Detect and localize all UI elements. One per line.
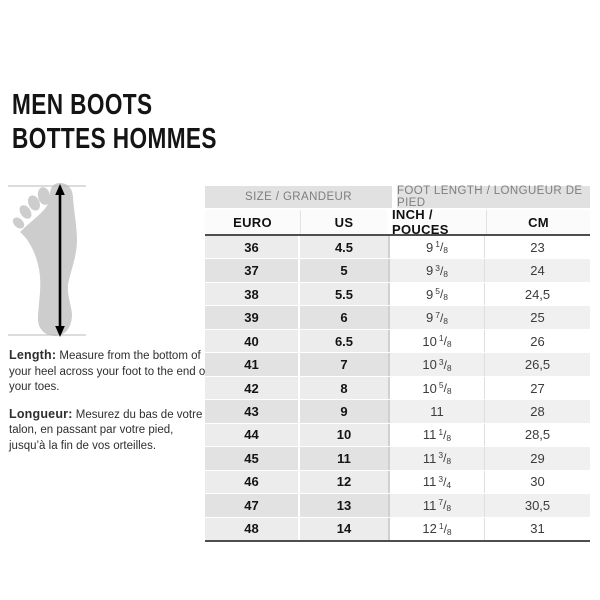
column-header-us: US <box>301 210 392 234</box>
group-header-row: SIZE / GRANDEUR FOOT LENGTH / LONGUEUR D… <box>205 185 590 209</box>
cm-cell: 26 <box>485 329 590 353</box>
euro-cell: 41 <box>205 353 300 376</box>
size-chart-table: SIZE / GRANDEUR FOOT LENGTH / LONGUEUR D… <box>205 185 590 542</box>
inch-cell: 11 3/4 <box>390 470 485 494</box>
longueur-label: Longueur: <box>9 406 73 421</box>
foot-diagram-svg <box>8 183 86 337</box>
table-row: 36 4.5 9 1/8 23 <box>205 236 590 260</box>
toe-3 <box>28 195 40 211</box>
cm-cell: 25 <box>485 306 590 329</box>
inch-cell: 11 <box>390 400 485 423</box>
us-cell: 5 <box>300 259 390 282</box>
table-row: 46 12 11 3/4 30 <box>205 470 590 495</box>
inch-cell: 9 3/8 <box>390 259 485 282</box>
euro-cell: 38 <box>205 282 300 306</box>
inch-cell: 12 1/8 <box>390 517 485 541</box>
column-header-row: EURO US INCH / POUCES CM <box>205 207 590 237</box>
inch-cell: 9 7/8 <box>390 306 485 329</box>
inch-cell: 10 3/8 <box>390 353 485 376</box>
euro-cell: 36 <box>205 236 300 259</box>
cm-cell: 28,5 <box>485 423 590 447</box>
cm-cell: 30,5 <box>485 494 590 517</box>
table-row: 41 7 10 3/8 26,5 <box>205 353 590 377</box>
euro-cell: 42 <box>205 376 300 400</box>
euro-cell: 40 <box>205 329 300 353</box>
euro-cell: 43 <box>205 400 300 423</box>
measuring-instructions: Length: Measure from the bottom of your … <box>9 348 209 465</box>
measure-arrow-icon <box>55 184 65 337</box>
length-text: Measure from the bottom of your heel acr… <box>9 350 209 393</box>
euro-cell: 47 <box>205 494 300 517</box>
table-row: 43 9 11 28 <box>205 400 590 424</box>
cm-cell: 28 <box>485 400 590 423</box>
us-cell: 7 <box>300 353 390 376</box>
toe-4 <box>19 205 32 219</box>
column-header-euro: EURO <box>205 210 301 234</box>
cm-cell: 31 <box>485 517 590 541</box>
page-title-line2: BOTTES HOMMES <box>12 123 217 155</box>
inch-cell: 11 3/8 <box>390 447 485 470</box>
euro-cell: 45 <box>205 447 300 470</box>
toe-5 <box>12 217 25 229</box>
foot-silhouette <box>20 183 77 336</box>
cm-cell: 26,5 <box>485 353 590 376</box>
us-cell: 9 <box>300 400 390 423</box>
cm-cell: 30 <box>485 470 590 494</box>
us-cell: 14 <box>300 517 390 541</box>
table-row: 45 11 11 3/8 29 <box>205 447 590 471</box>
table-row: 40 6.5 10 1/8 26 <box>205 329 590 354</box>
inch-cell: 11 1/8 <box>390 423 485 447</box>
inch-cell: 10 1/8 <box>390 329 485 353</box>
table-row: 39 6 9 7/8 25 <box>205 306 590 330</box>
column-header-cm: CM <box>528 214 549 230</box>
euro-cell: 39 <box>205 306 300 329</box>
us-cell: 10 <box>300 423 390 447</box>
cm-cell: 29 <box>485 447 590 470</box>
us-cell: 13 <box>300 494 390 517</box>
us-cell: 5.5 <box>300 282 390 306</box>
euro-cell: 48 <box>205 517 300 541</box>
table-row: 48 14 12 1/8 31 <box>205 517 590 541</box>
euro-cell: 46 <box>205 470 300 494</box>
column-header-inch: INCH / POUCES <box>392 207 487 237</box>
table-row: 47 13 11 7/8 30,5 <box>205 494 590 518</box>
page-title: MEN BOOTS BOTTES HOMMES <box>12 88 217 156</box>
euro-cell: 37 <box>205 259 300 282</box>
toe-2 <box>37 187 51 205</box>
us-cell: 11 <box>300 447 390 470</box>
longueur-instruction: Longueur: Mesurez du bas de votre talon,… <box>9 407 209 455</box>
us-cell: 6 <box>300 306 390 329</box>
page-title-line1: MEN BOOTS <box>12 89 153 121</box>
us-cell: 4.5 <box>300 236 390 259</box>
cm-cell: 24 <box>485 259 590 282</box>
table-row: 38 5.5 9 5/8 24,5 <box>205 282 590 307</box>
bottom-rule <box>205 540 590 542</box>
cm-cell: 24,5 <box>485 282 590 306</box>
table-row: 44 10 11 1/8 28,5 <box>205 423 590 448</box>
inch-cell: 9 1/8 <box>390 236 485 259</box>
us-cell: 6.5 <box>300 329 390 353</box>
length-instruction: Length: Measure from the bottom of your … <box>9 348 209 396</box>
group-header-size: SIZE / GRANDEUR <box>205 186 392 208</box>
group-header-foot-length: FOOT LENGTH / LONGUEUR DE PIED <box>397 185 590 209</box>
table-body: 36 4.5 9 1/8 23 37 5 9 3/8 24 38 5.5 9 5/8 24,5 39 6 9… <box>205 236 590 541</box>
euro-cell: 44 <box>205 423 300 447</box>
inch-cell: 11 7/8 <box>390 494 485 517</box>
cm-cell: 27 <box>485 376 590 400</box>
length-label: Length: <box>9 348 57 362</box>
header-divider-rule <box>205 234 590 236</box>
inch-cell: 9 5/8 <box>390 282 485 306</box>
foot-measurement-illustration <box>8 182 108 342</box>
longueur-text: Mesurez du bas de votre talon, en passan… <box>9 408 203 452</box>
inch-cell: 10 5/8 <box>390 376 485 400</box>
us-cell: 12 <box>300 470 390 494</box>
table-row: 37 5 9 3/8 24 <box>205 259 590 283</box>
us-cell: 8 <box>300 376 390 400</box>
table-row: 42 8 10 5/8 27 <box>205 376 590 401</box>
cm-cell: 23 <box>485 236 590 259</box>
